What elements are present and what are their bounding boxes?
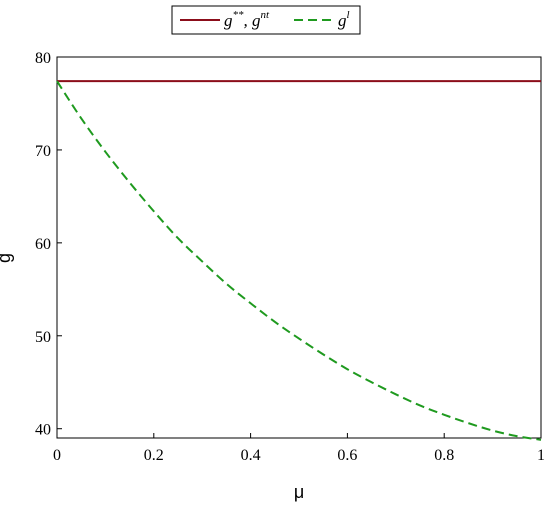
x-tick-label-3: 0.6 <box>337 447 357 464</box>
legend-entry-series-2: gl <box>338 9 350 30</box>
series-line-2 <box>56 80 542 441</box>
y-axis-label: g <box>0 253 14 263</box>
y-tick-label-2: 60 <box>35 236 51 253</box>
y-tick-label-0: 40 <box>35 422 51 439</box>
x-axis-label: μ <box>294 482 304 502</box>
y-tick-label-4: 80 <box>35 50 51 67</box>
legend: g**, gnt gl <box>171 5 361 35</box>
x-tick-label-0: 0 <box>53 447 61 464</box>
legend-entry-series-1-sup: ** <box>233 9 245 21</box>
legend-entry-series-1-base2: g <box>252 11 261 30</box>
x-tick-label-5: 1 <box>537 447 545 464</box>
y-axis: 40 50 60 70 80 <box>35 50 62 439</box>
x-tick-label-2: 0.4 <box>241 447 261 464</box>
plot-frame <box>56 56 542 439</box>
x-tick-label-1: 0.2 <box>144 447 164 464</box>
legend-entry-series-2-base: g <box>338 11 347 30</box>
legend-entry-series-1-sep: , <box>244 11 253 30</box>
legend-entry-series-2-sup: l <box>347 9 350 21</box>
y-tick-label-3: 70 <box>35 143 51 160</box>
legend-entry-series-1-base: g <box>224 11 233 30</box>
x-axis: 0 0.2 0.4 0.6 0.8 1 <box>53 433 545 464</box>
x-tick-label-4: 0.8 <box>434 447 454 464</box>
series-layer <box>56 80 542 441</box>
y-tick-label-1: 50 <box>35 329 51 346</box>
legend-entry-series-1-sup2: nt <box>261 9 271 21</box>
legend-entry-series-1: g**, gnt <box>224 9 270 30</box>
